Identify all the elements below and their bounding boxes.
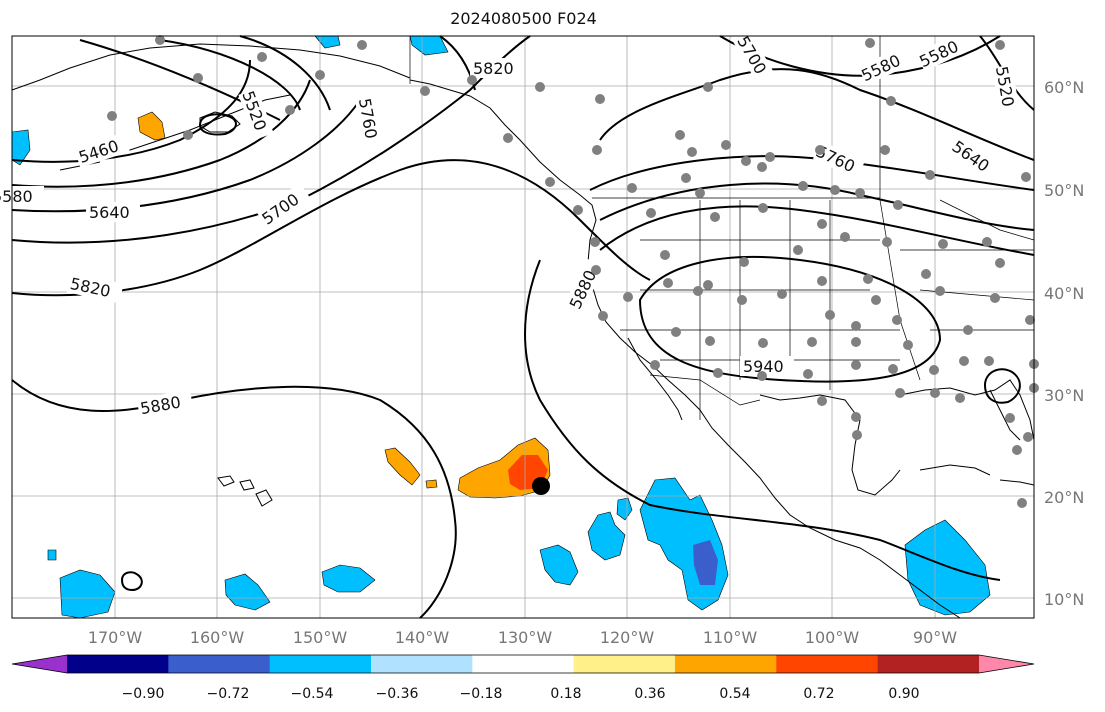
- colorbar-extend-max: [979, 655, 1034, 673]
- colorbar-tick-label: 0.90: [888, 686, 919, 702]
- colorbar-tick-labels: −0.90 −0.72 −0.54 −0.36 −0.18 0.18 0.36 …: [122, 686, 920, 702]
- station-dots: [107, 35, 1039, 508]
- lon-label: 160°W: [190, 628, 245, 647]
- colorbar-tick-label: 0.36: [634, 686, 665, 702]
- colorbar-segment: [877, 655, 980, 673]
- colorbar-segment: [371, 655, 473, 673]
- colorbar-extend-min: [12, 655, 67, 673]
- lon-label: 130°W: [498, 628, 553, 647]
- colorbar-segment: [269, 655, 372, 673]
- map-background: [12, 36, 1034, 618]
- latitude-labels: 60°N 50°N 40°N 30°N 20°N 10°N: [1044, 78, 1084, 609]
- lon-label: 120°W: [600, 628, 655, 647]
- lon-label: 110°W: [703, 628, 758, 647]
- colorbar-tick-label: 0.54: [719, 686, 750, 702]
- lon-label: 140°W: [395, 628, 450, 647]
- colorbar-segment: [472, 655, 575, 673]
- colorbar-segment: [67, 655, 169, 673]
- colorbar-tick-label: −0.54: [291, 686, 334, 702]
- colorbar-segment: [168, 655, 271, 673]
- colorbar: [11, 654, 1035, 674]
- lat-label: 20°N: [1044, 488, 1084, 507]
- black-dot-marker: [532, 477, 550, 495]
- colorbar-segment: [776, 655, 879, 673]
- map-frame: [11, 35, 1035, 619]
- colorbar-tick-label: −0.90: [122, 686, 165, 702]
- map-title: 2024080500 F024: [450, 9, 597, 28]
- lat-label: 40°N: [1044, 284, 1084, 303]
- colorbar-tick-label: −0.18: [460, 686, 503, 702]
- colorbar-tick-label: −0.36: [376, 686, 419, 702]
- lon-label: 150°W: [293, 628, 348, 647]
- lon-label: 100°W: [805, 628, 860, 647]
- contour-label: 5640: [89, 203, 130, 222]
- contour-label: 5940: [743, 357, 784, 376]
- colorbar-outline: [11, 654, 1035, 674]
- lat-label: 60°N: [1044, 78, 1084, 97]
- lat-label: 30°N: [1044, 386, 1084, 405]
- colorbar-tick-label: −0.72: [207, 686, 250, 702]
- contour-label: 5580: [0, 187, 33, 206]
- longitude-labels: 170°W 160°W 150°W 140°W 130°W 120°W 110°…: [88, 628, 957, 647]
- lat-label: 10°N: [1044, 590, 1084, 609]
- colorbar-tick-label: 0.72: [803, 686, 834, 702]
- lat-label: 50°N: [1044, 181, 1084, 200]
- contour-label: 5820: [473, 59, 514, 78]
- lon-label: 90°W: [913, 628, 957, 647]
- negative-anomaly-shading: [11, 35, 991, 619]
- colorbar-segment: [675, 655, 777, 673]
- colorbar-tick-label: 0.18: [550, 686, 581, 702]
- colorbar-segment: [573, 655, 676, 673]
- lon-label: 170°W: [88, 628, 143, 647]
